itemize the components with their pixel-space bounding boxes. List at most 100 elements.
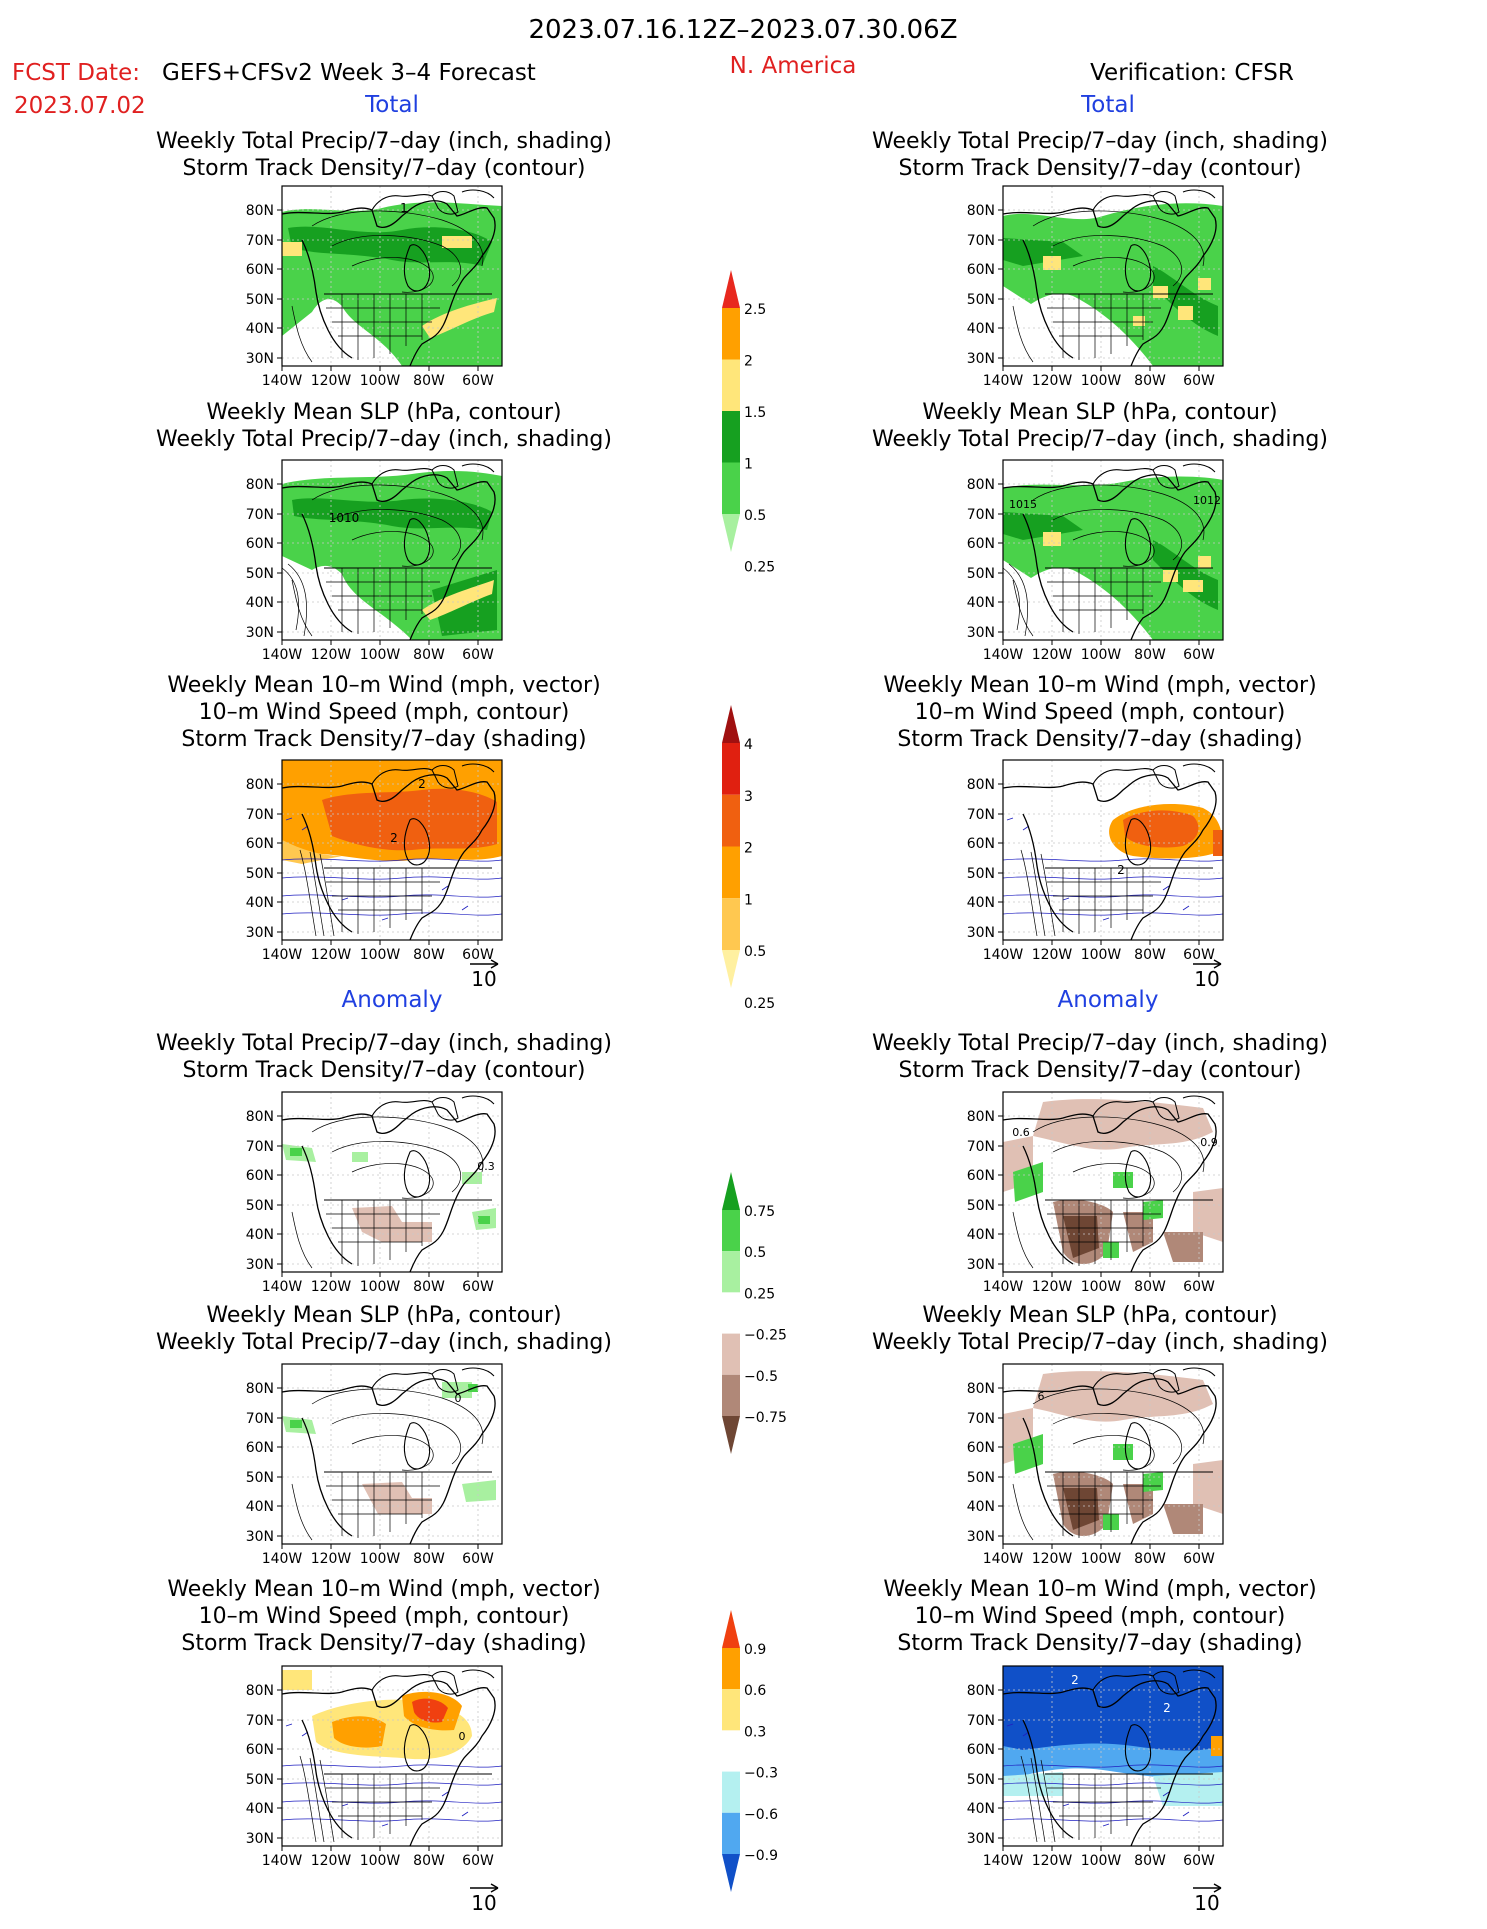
map-total-forecast-slp: 1010	[281, 459, 503, 641]
colorbar-label: 0.6	[744, 1683, 766, 1699]
svg-text:Weekly Total Precip/7–day (inc: Weekly Total Precip/7–day (inch, shading…	[156, 1031, 612, 1056]
colorbar-label: 2	[744, 354, 753, 370]
section-anomaly-verification: Anomaly	[1058, 987, 1159, 1013]
lon-tick-label: 60W	[1183, 373, 1215, 389]
lat-tick-label: 50N	[246, 866, 274, 882]
lon-tick-label: 80W	[413, 947, 445, 963]
lat-tick-label: 70N	[246, 1139, 274, 1155]
lat-tick-label: 80N	[246, 1109, 274, 1125]
lat-tick-label: 80N	[246, 1381, 274, 1397]
map-total-verification-wind: 2	[1002, 759, 1224, 941]
lat-tick-label: 60N	[967, 836, 995, 852]
section-anomaly-forecast: Anomaly	[342, 987, 443, 1013]
reference-vector-label: 10	[471, 1891, 496, 1915]
lat-tick-label: 60N	[246, 262, 274, 278]
svg-text:Storm Track Density/7–day (sha: Storm Track Density/7–day (shading)	[897, 727, 1302, 752]
map-contour-label: 2	[1071, 1673, 1079, 1687]
svg-text:Weekly Mean 10–m Wind (mph, ve: Weekly Mean 10–m Wind (mph, vector)	[883, 673, 1316, 698]
colorbar-segment	[722, 514, 740, 552]
lat-tick-label: 40N	[246, 321, 274, 337]
lon-tick-label: 60W	[462, 1551, 494, 1567]
colorbar-segment	[722, 1172, 740, 1210]
lon-tick-label: 140W	[983, 1279, 1024, 1295]
lon-tick-label: 140W	[983, 373, 1024, 389]
lat-tick-label: 70N	[967, 507, 995, 523]
colorbar-segment	[722, 270, 740, 308]
colorbar-segment	[722, 462, 740, 514]
colorbar-label: 0.5	[744, 508, 766, 524]
colorbar-segment	[722, 1374, 740, 1416]
lon-tick-label: 120W	[1032, 1853, 1073, 1869]
colorbar-label: −0.6	[744, 1807, 778, 1823]
lon-tick-label: 60W	[462, 647, 494, 663]
lon-tick-label: 120W	[311, 373, 352, 389]
lat-tick-label: 70N	[246, 1713, 274, 1729]
lat-tick-label: 80N	[967, 1109, 995, 1125]
map-contour-label: 0.9	[1200, 1136, 1218, 1149]
map-contour-label: 2	[418, 777, 426, 791]
panel-title-a-vf-precip: Weekly Total Precip/7–day (inch, shading…	[872, 1031, 1328, 1083]
lat-tick-label: 50N	[246, 1772, 274, 1788]
colorbar-label: 1	[744, 457, 753, 473]
lat-tick-label: 30N	[967, 925, 995, 941]
reference-vector: 10	[470, 959, 499, 991]
reference-vectors: 10 10 10 10	[470, 959, 1222, 1915]
lon-tick-label: 100W	[1081, 1853, 1122, 1869]
reference-vector: 10	[1193, 1883, 1222, 1915]
lat-tick-label: 60N	[967, 1440, 995, 1456]
lat-tick-label: 50N	[967, 1198, 995, 1214]
svg-text:10–m Wind Speed (mph, contour): 10–m Wind Speed (mph, contour)	[199, 1604, 570, 1629]
lat-tick-label: 30N	[967, 351, 995, 367]
lat-tick-label: 60N	[246, 536, 274, 552]
lat-tick-label: 30N	[246, 1257, 274, 1273]
svg-text:Weekly Mean 10–m Wind (mph, ve: Weekly Mean 10–m Wind (mph, vector)	[883, 1577, 1316, 1602]
region-label: N. America	[730, 53, 857, 79]
lat-tick-label: 40N	[967, 1227, 995, 1243]
colorbar-segment	[722, 743, 740, 795]
svg-text:Weekly Mean SLP (hPa, contour): Weekly Mean SLP (hPa, contour)	[206, 1303, 561, 1328]
lat-tick-label: 80N	[967, 1683, 995, 1699]
panel-title-t-fc-wind: Weekly Mean 10–m Wind (mph, vector) 10–m…	[167, 673, 600, 752]
lat-tick-label: 70N	[246, 807, 274, 823]
svg-text:Weekly Mean SLP (hPa, contour): Weekly Mean SLP (hPa, contour)	[206, 400, 561, 425]
map-anomaly-verification-slp: 6	[1002, 1363, 1224, 1545]
lon-tick-label: 100W	[1081, 1279, 1122, 1295]
lat-tick-label: 30N	[967, 1831, 995, 1847]
lon-tick-label: 120W	[311, 1853, 352, 1869]
colorbar-segment	[722, 1854, 740, 1892]
colorbar-segment	[722, 846, 740, 899]
lon-tick-label: 100W	[360, 1853, 401, 1869]
svg-text:Weekly Total Precip/7–day (inc: Weekly Total Precip/7–day (inch, shading…	[872, 1330, 1328, 1355]
colorbar-label: −0.9	[744, 1848, 778, 1864]
lon-tick-label: 120W	[1032, 647, 1073, 663]
svg-text:Weekly Total Precip/7–day (inc: Weekly Total Precip/7–day (inch, shading…	[156, 1330, 612, 1355]
lat-tick-label: 60N	[246, 1742, 274, 1758]
colorbar-segment	[722, 1771, 740, 1813]
lon-tick-label: 60W	[462, 1853, 494, 1869]
map-contour-label: 1012	[1193, 494, 1221, 507]
map-contour-label: 2	[1163, 1701, 1171, 1715]
colorbar-total-storm: 4 3 2 1 0.5 0.25	[722, 705, 775, 1012]
colorbar-segment	[722, 411, 740, 463]
map-contour-label: 1	[400, 201, 408, 215]
map-anomaly-forecast-wind: 0	[281, 1665, 503, 1847]
lat-tick-label: 60N	[246, 836, 274, 852]
date-range: 2023.07.16.12Z–2023.07.30.06Z	[528, 15, 957, 45]
colorbar-segment	[722, 794, 740, 847]
lon-tick-label: 140W	[262, 947, 303, 963]
map-contour-label: 2	[390, 831, 398, 845]
lon-tick-label: 60W	[462, 947, 494, 963]
colorbar-segment	[722, 1689, 740, 1731]
panel-title-t-fc-slp: Weekly Mean SLP (hPa, contour) Weekly To…	[156, 400, 612, 452]
map-contour-label: 6	[1038, 1390, 1045, 1403]
lat-tick-label: 80N	[246, 1683, 274, 1699]
lat-tick-label: 40N	[246, 895, 274, 911]
lat-tick-label: 50N	[246, 1198, 274, 1214]
svg-text:10–m Wind Speed (mph, contour): 10–m Wind Speed (mph, contour)	[199, 700, 570, 725]
lon-tick-label: 60W	[462, 1279, 494, 1295]
svg-text:Weekly Mean SLP (hPa, contour): Weekly Mean SLP (hPa, contour)	[922, 400, 1277, 425]
lon-tick-label: 120W	[1032, 1551, 1073, 1567]
panel-title-t-vf-slp: Weekly Mean SLP (hPa, contour) Weekly To…	[872, 400, 1328, 452]
colorbar-label: 1.5	[744, 405, 766, 421]
